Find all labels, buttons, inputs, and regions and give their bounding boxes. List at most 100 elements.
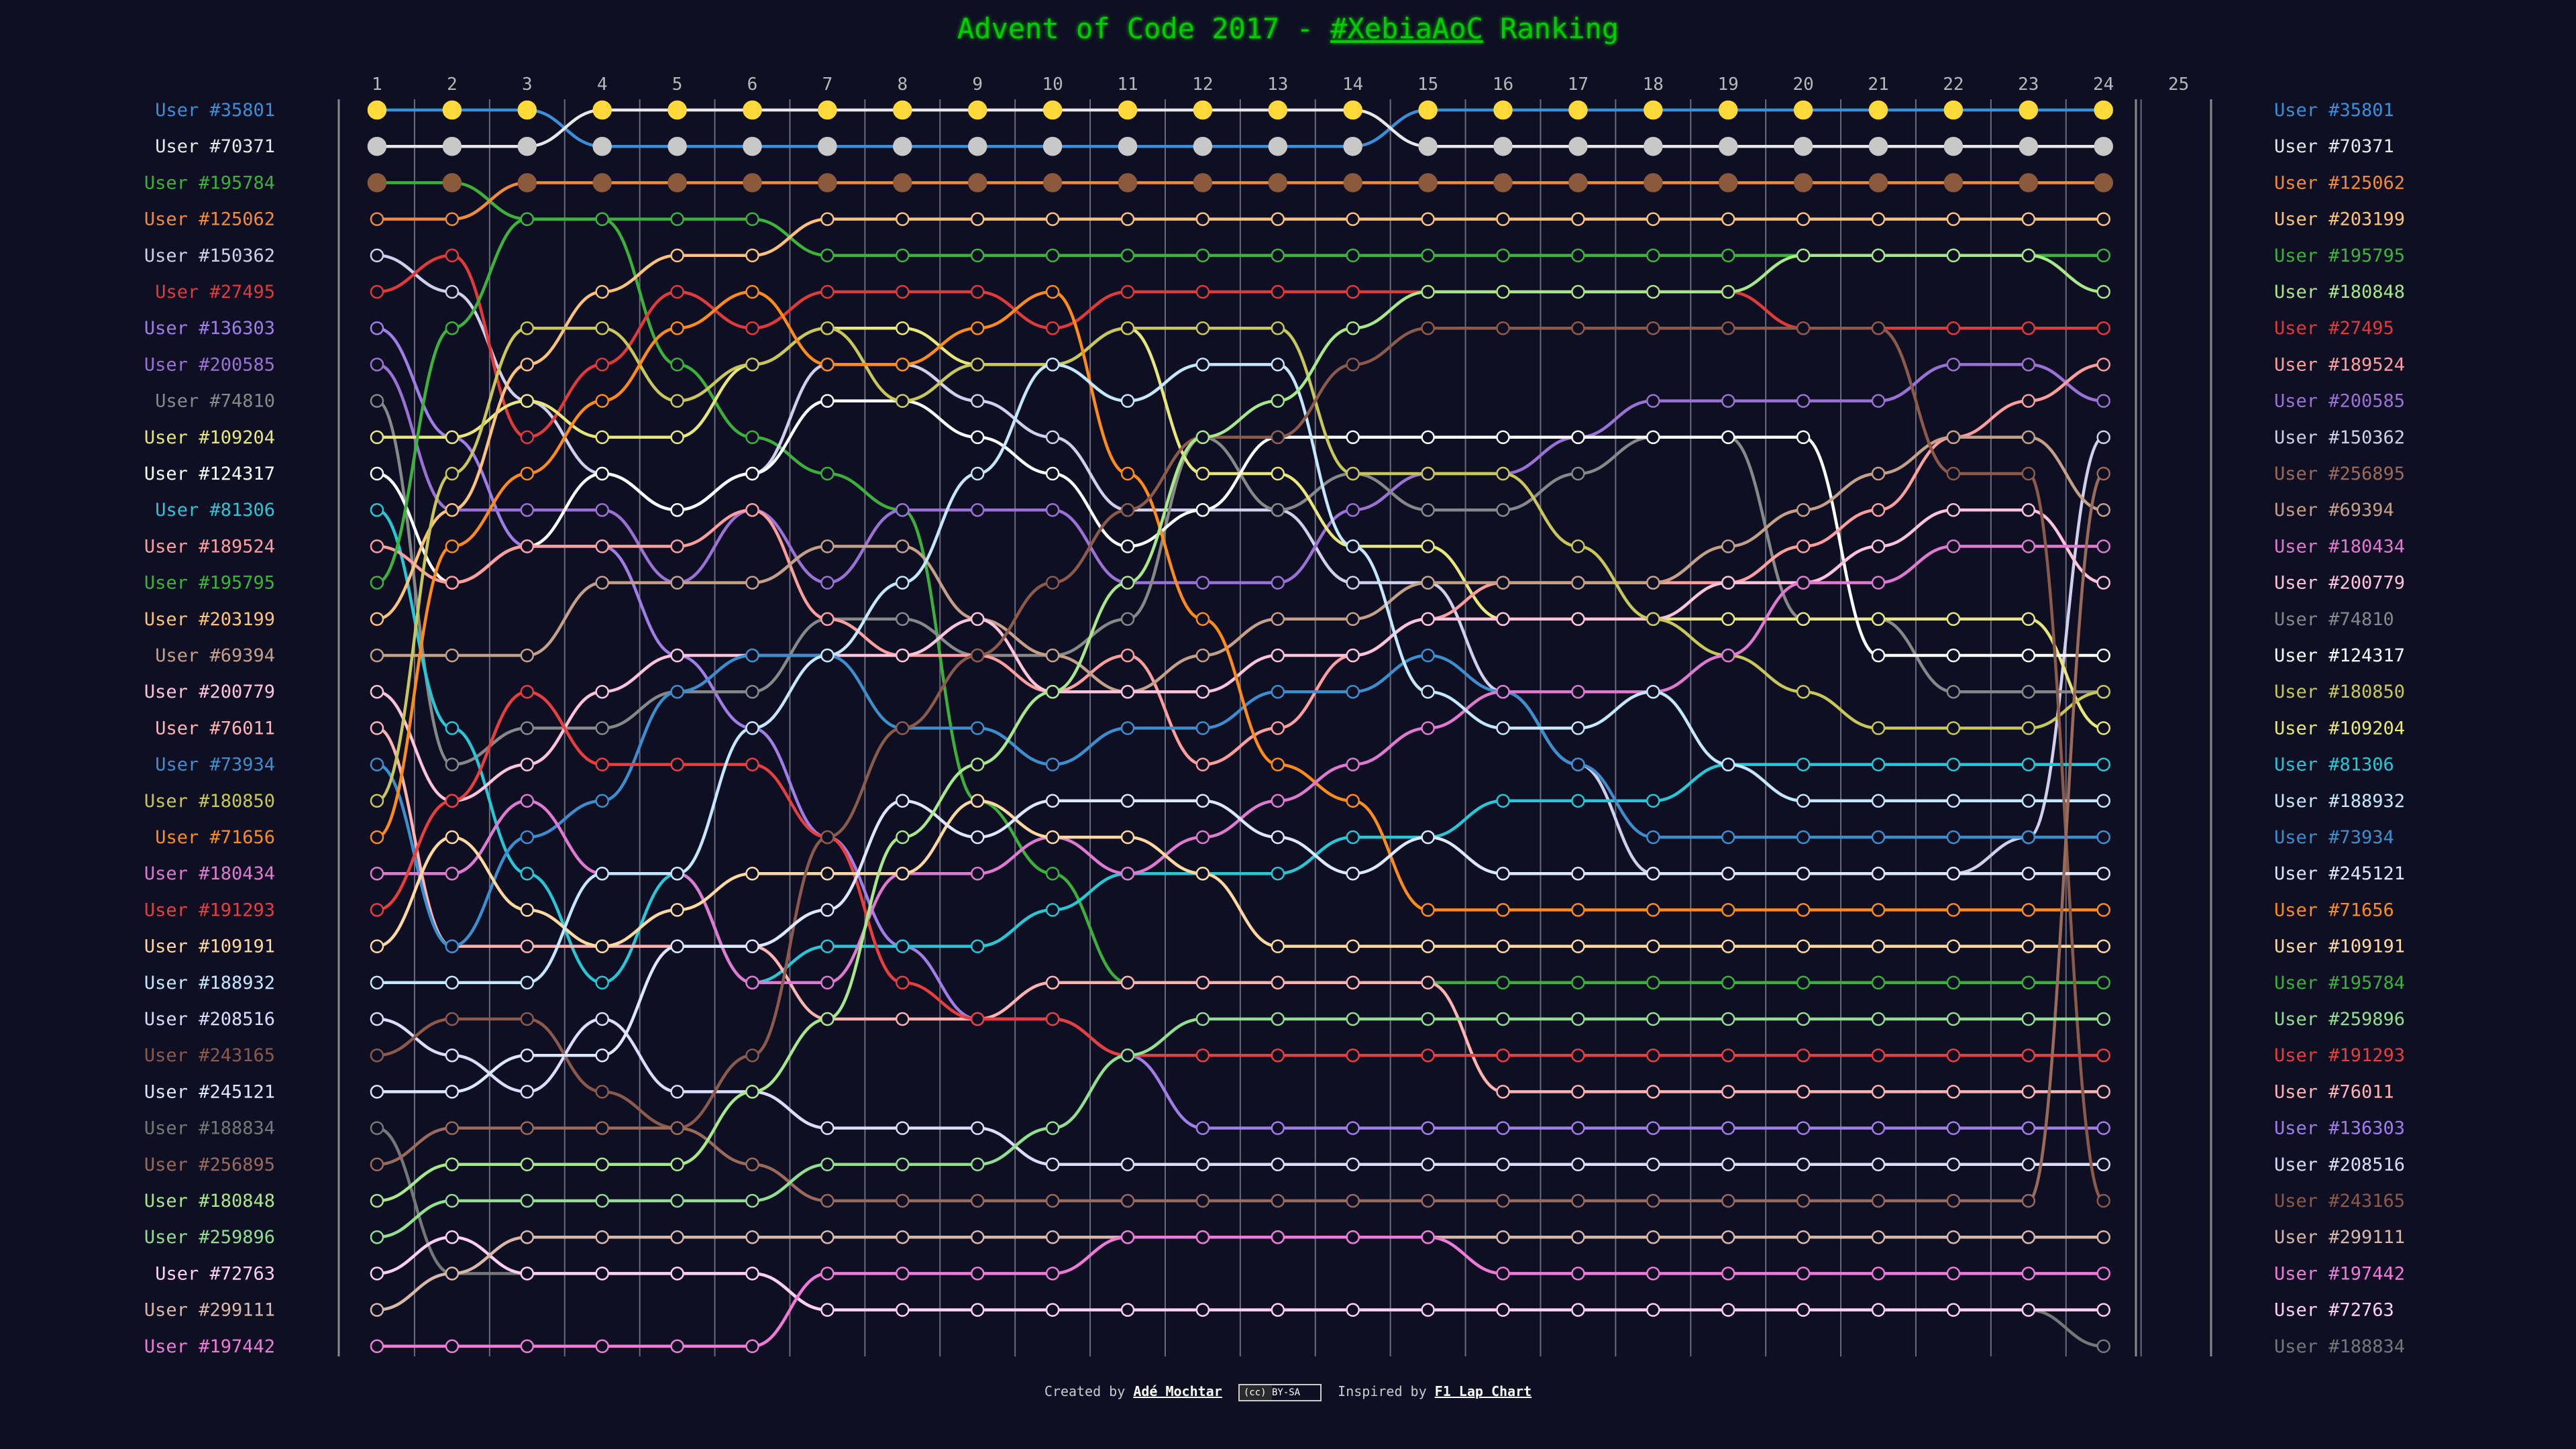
series-point [1346, 248, 1360, 263]
series-point [896, 358, 910, 372]
series-point [2021, 1193, 2036, 1208]
series-point [896, 1012, 910, 1026]
series-point [1496, 1157, 1510, 1172]
series-point [1721, 975, 1735, 990]
series-point [2096, 576, 2110, 590]
series-point [1644, 100, 1663, 120]
series-point [970, 1267, 985, 1281]
day-tick-label: 21 [1868, 74, 1888, 95]
series-point [896, 1267, 910, 1281]
series-line [376, 326, 2104, 1203]
series-point [745, 1267, 759, 1281]
series-point [2094, 100, 2113, 120]
series-point [1045, 1012, 1060, 1026]
series-point [2021, 466, 2036, 481]
series-point [1721, 1267, 1735, 1281]
series-point [1568, 173, 1588, 193]
series-point [1871, 648, 1886, 663]
series-point [1268, 173, 1288, 193]
day-tick-label: 17 [1568, 74, 1589, 95]
series-point [670, 1267, 684, 1281]
series-point [1946, 866, 1961, 881]
series-point [1943, 100, 1964, 120]
series-point [1721, 284, 1735, 299]
series-point [970, 321, 985, 335]
series-point [1796, 1157, 1811, 1172]
series-point [2021, 612, 2036, 627]
series-point [1421, 466, 1435, 481]
series-point [370, 430, 384, 445]
series-point [670, 648, 684, 663]
series-point [967, 100, 987, 120]
series-point [667, 136, 687, 156]
hashtag-link[interactable]: #XebiaAoC [1330, 12, 1483, 45]
series-point [1045, 1193, 1060, 1208]
series-point [2096, 430, 2110, 445]
series-point [595, 1085, 609, 1099]
series-point [896, 1157, 910, 1172]
start-order-label: User #27495 [155, 282, 275, 303]
start-order-label: User #189524 [144, 536, 275, 557]
series-point [1568, 136, 1588, 156]
series-point [1120, 394, 1135, 408]
series-point [595, 794, 609, 808]
start-order-label: User #150362 [144, 246, 275, 266]
final-order-label: User #200779 [2274, 573, 2405, 594]
series-point [1346, 648, 1360, 663]
series-point [820, 648, 835, 663]
series-point [1571, 1085, 1585, 1099]
final-order-label: User #74810 [2274, 609, 2394, 630]
series-point [1571, 612, 1585, 627]
final-order-label: User #243165 [2274, 1191, 2405, 1212]
day-tick-label: 16 [1493, 74, 1513, 95]
series-point [520, 684, 535, 699]
final-order-label: User #195784 [2274, 973, 2405, 994]
start-order-label: User #197442 [144, 1336, 275, 1357]
series-point [370, 939, 384, 953]
series-point [1796, 539, 1811, 553]
series-point [1871, 1157, 1886, 1172]
series-point [1946, 794, 1961, 808]
series-point [595, 502, 609, 517]
series-point [670, 684, 684, 699]
series-point [1571, 721, 1585, 735]
series-point [520, 757, 535, 771]
series-point [820, 1121, 835, 1135]
series-point [1195, 975, 1210, 990]
series-point [445, 866, 460, 881]
series-point [445, 830, 460, 845]
series-point [2094, 136, 2113, 156]
series-point [1796, 1085, 1811, 1099]
series-point [670, 358, 684, 372]
series-point [520, 866, 535, 881]
author-link[interactable]: Adé Mochtar [1133, 1383, 1222, 1399]
series-point [1946, 1012, 1961, 1026]
series-point [370, 1121, 384, 1135]
series-point [1421, 684, 1435, 699]
series-point [595, 576, 609, 590]
day-tick-label: 8 [897, 74, 908, 95]
inspiration-link[interactable]: F1 Lap Chart [1434, 1383, 1532, 1399]
series-point [367, 173, 387, 193]
series-point [1271, 1121, 1285, 1135]
series-point [1796, 1267, 1811, 1281]
day-tick-label: 18 [1643, 74, 1664, 95]
series-point [970, 1157, 985, 1172]
license-badge[interactable]: (cc) BY-SA [1238, 1383, 1322, 1401]
series-point [520, 1193, 535, 1208]
series-point [2021, 539, 2036, 553]
series-point [1193, 173, 1213, 193]
series-point [1271, 358, 1285, 372]
day-tick-label: 5 [672, 74, 683, 95]
series-point [1721, 1085, 1735, 1099]
final-order-label: User #35801 [2274, 100, 2394, 121]
series-point [1871, 1012, 1886, 1026]
series-point [1721, 1230, 1735, 1244]
series-point [1721, 539, 1735, 553]
day-tick-label: 10 [1042, 74, 1063, 95]
series-point [1793, 173, 1813, 193]
series-point [1271, 394, 1285, 408]
series-point [1195, 358, 1210, 372]
series-point [745, 1157, 759, 1172]
series-point [595, 212, 609, 226]
